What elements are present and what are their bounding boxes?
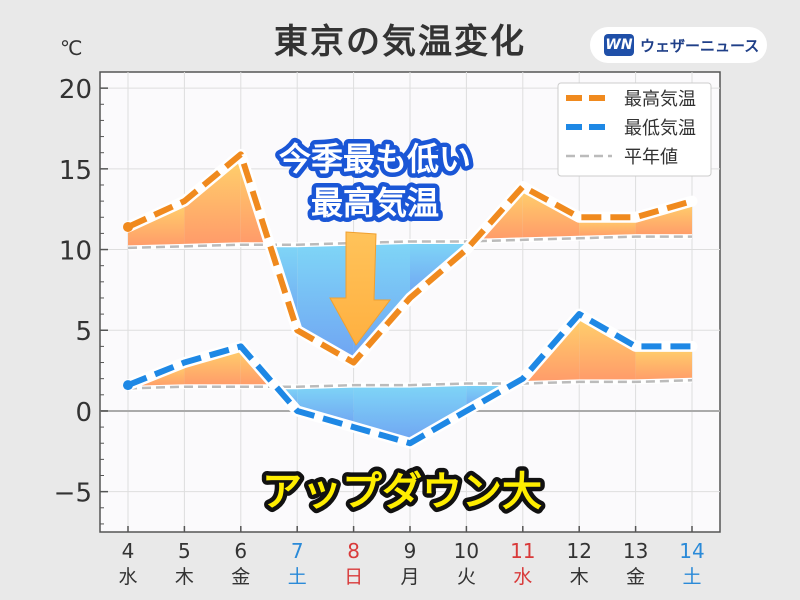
weekday-label: 木	[570, 566, 589, 588]
series-lines	[122, 148, 698, 449]
legend-label: 平年値	[624, 147, 678, 168]
max-temp-point	[123, 221, 133, 232]
callout-line1: 今季最も低い	[279, 140, 471, 178]
y-tick-label: 0	[75, 398, 92, 428]
legend-label: 最低気温	[624, 118, 696, 139]
logo-text: ウェザーニュース	[640, 36, 760, 55]
weekday-label: 火	[457, 566, 476, 588]
callout-line2: 最高気温	[311, 184, 439, 222]
warm-area	[579, 314, 636, 382]
weekday-label: 金	[231, 566, 250, 588]
x-tick-label: 12	[566, 539, 591, 563]
x-tick-label: 4	[122, 539, 135, 563]
y-tick-label: 10	[59, 237, 92, 267]
callout-line2-outline: 最高気温	[311, 184, 439, 222]
weekday-label: 金	[626, 566, 645, 588]
x-tick-label: 6	[234, 539, 247, 563]
weekday-label: 日	[344, 566, 363, 588]
callout-line1-outline: 今季最も低い	[279, 140, 471, 178]
weekday-label: 月	[400, 566, 419, 588]
weekday-label: 木	[175, 566, 194, 588]
bottom-text-outline: アップダウン大	[262, 469, 542, 515]
legend-label: 最高気温	[624, 89, 696, 110]
x-tick-label: 11	[510, 539, 535, 563]
min-temp-point	[123, 380, 133, 391]
y-tick-label: 20	[59, 75, 92, 105]
warm-area	[184, 154, 241, 247]
warm-area	[184, 346, 241, 387]
x-tick-label: 10	[454, 539, 479, 563]
weekday-label: 水	[118, 566, 137, 588]
y-tick-label: 5	[75, 317, 92, 347]
weekday-label: 水	[513, 566, 532, 588]
x-tick-label: 8	[347, 539, 360, 563]
x-tick-label: 14	[679, 539, 704, 563]
y-unit-label: ℃	[60, 36, 83, 60]
max-temp-line	[126, 151, 693, 366]
normal-line	[127, 235, 692, 250]
y-tick-label: −5	[54, 479, 92, 509]
x-tick-label: 7	[291, 539, 304, 563]
warm-area	[635, 346, 692, 382]
weekday-label: 土	[288, 566, 307, 588]
page-title: 東京の気温変化	[274, 22, 526, 62]
cool-area	[410, 383, 467, 444]
legend-box	[557, 82, 712, 177]
weathernews-logo: WN ウェザーニュース	[590, 27, 767, 63]
bottom-text: アップダウン大	[262, 469, 542, 515]
min-temp-line	[126, 311, 692, 447]
x-tick-label: 5	[178, 539, 191, 563]
down-arrow-icon	[329, 231, 392, 346]
normal-line	[127, 379, 693, 390]
cool-area	[297, 385, 354, 428]
wn-logo-icon: WN	[604, 34, 634, 56]
axes: −5 0 5 10 15 20 4 水 5 木 6 金 7 土 8 日 9 月 10 火 11 水 12 木 13 金 14 土	[54, 71, 705, 588]
weekday-label: 土	[682, 566, 701, 588]
x-tick-label: 13	[623, 539, 648, 563]
x-tick-label: 9	[404, 539, 417, 563]
y-tick-label: 15	[59, 156, 92, 186]
